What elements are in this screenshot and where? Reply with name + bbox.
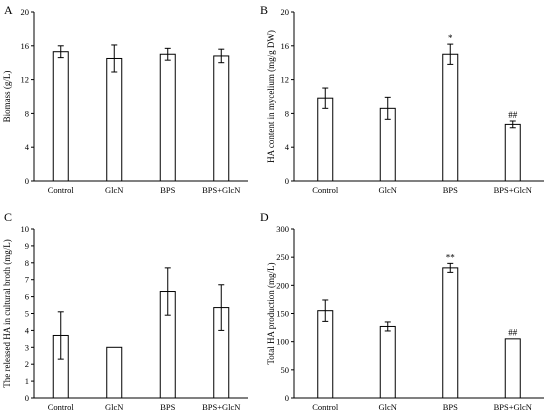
y-tick-label: 4 [25,142,30,152]
y-axis-label: HA content in mycelium (mg/g DW) [266,30,276,163]
panel-letter: D [260,210,269,224]
bar-4 [213,55,230,182]
x-tick-label: Control [312,402,339,412]
y-tick-label: 20 [281,7,290,17]
y-tick-label: 0 [25,176,29,186]
x-tick-label: BPS [443,402,458,412]
chart-panel-c: C 0 1 2 3 4 5 6 7 8 9 10 The released HA in cultural… [2,210,248,412]
x-tick-label: BPS+GlcN [202,185,240,195]
y-tick-label: 5 [25,309,29,319]
chart-panel-d: D 0 50 100 150 200 250 300 Total HA production (… [260,210,544,412]
y-tick-label: 16 [21,41,30,51]
bar-1 [317,310,334,399]
y-tick-label: 100 [276,337,289,347]
chart-panel-b: B 0 4 8 12 16 20 HA content in mycelium (mg/g D… [260,3,544,195]
x-tick-label: BPS+GlcN [494,185,532,195]
y-axis-label: Total HA production (mg/L) [266,262,276,364]
bar-3 [159,53,176,182]
x-tick-label: BPS [443,185,458,195]
bar-4 [504,123,521,182]
significance-mark: ** [446,252,456,262]
panel-letter: A [4,3,13,17]
x-tick-label: GlcN [105,402,123,412]
panel-letter: C [4,210,12,224]
y-tick-label: 8 [25,258,29,268]
y-tick-label: 4 [285,142,290,152]
panel-letter: B [260,3,268,17]
bar-2 [106,346,123,399]
x-tick-label: BPS+GlcN [202,402,240,412]
x-tick-label: Control [48,185,75,195]
x-tick-label: BPS+GlcN [494,402,532,412]
x-tick-label: GlcN [379,402,397,412]
y-tick-label: 0 [285,176,289,186]
chart-panel-a: A 0 4 8 12 16 20 Biomass (g/L) Control GlcN BPS BPS… [2,3,248,195]
y-tick-label: 3 [25,342,29,352]
x-tick-label: BPS [160,185,175,195]
y-tick-label: 4 [25,325,30,335]
y-tick-label: 50 [281,365,290,375]
y-tick-label: 150 [276,309,289,319]
significance-mark: ## [508,327,518,337]
x-tick-label: Control [312,185,339,195]
significance-mark: * [448,33,453,43]
bar-2 [379,325,396,399]
y-tick-label: 1 [25,376,29,386]
significance-mark: ## [508,110,518,120]
bar-4 [504,338,521,399]
y-tick-label: 2 [25,359,29,369]
x-tick-label: GlcN [105,185,123,195]
y-tick-label: 6 [25,292,29,302]
x-tick-label: GlcN [379,185,397,195]
y-tick-label: 0 [285,393,289,403]
y-tick-label: 8 [25,108,29,118]
y-tick-label: 10 [21,224,30,234]
y-tick-label: 300 [276,224,289,234]
y-tick-label: 7 [25,275,29,285]
y-tick-label: 9 [25,241,29,251]
bar-3 [442,53,459,182]
bar-2 [106,57,123,182]
bar-1 [317,97,334,182]
y-tick-label: 20 [21,7,30,17]
y-tick-label: 8 [285,108,289,118]
bar-1 [52,51,69,182]
y-tick-label: 200 [276,280,289,290]
y-tick-label: 250 [276,252,289,262]
y-axis-label: The released HA in cultural broth (mg/L) [2,239,12,387]
y-tick-label: 12 [281,75,290,85]
x-tick-label: BPS [160,402,175,412]
x-tick-label: Control [48,402,75,412]
y-tick-label: 12 [21,75,30,85]
y-tick-label: 0 [25,393,29,403]
bar-3 [442,267,459,399]
y-tick-label: 16 [281,41,290,51]
y-axis-label: Biomass (g/L) [2,71,12,123]
